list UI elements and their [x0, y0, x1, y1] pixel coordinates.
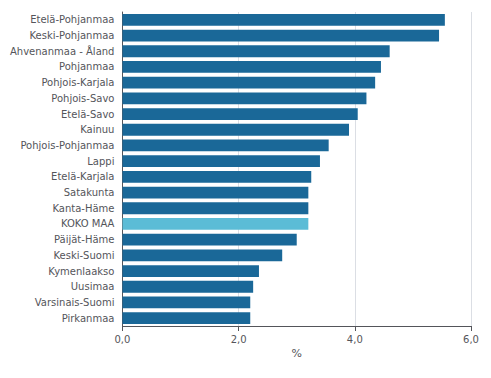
svg-text:Etelä-Pohjanmaa: Etelä-Pohjanmaa [30, 14, 114, 25]
svg-text:Pohjois-Savo: Pohjois-Savo [51, 93, 114, 104]
svg-text:Ahvenanmaa - Åland: Ahvenanmaa - Åland [10, 45, 114, 57]
svg-text:Päijät-Häme: Päijät-Häme [54, 234, 114, 245]
svg-text:Pirkanmaa: Pirkanmaa [62, 313, 115, 324]
svg-text:Etelä-Savo: Etelä-Savo [61, 109, 114, 120]
svg-text:Varsinais-Suomi: Varsinais-Suomi [35, 297, 115, 308]
svg-text:6,0: 6,0 [463, 334, 479, 345]
svg-text:KOKO MAA: KOKO MAA [61, 218, 115, 229]
svg-text:Pohjanmaa: Pohjanmaa [59, 61, 114, 72]
svg-text:Pohjois-Pohjanmaa: Pohjois-Pohjanmaa [20, 140, 114, 151]
svg-text:2,0: 2,0 [231, 334, 247, 345]
svg-text:4,0: 4,0 [347, 334, 363, 345]
svg-text:Pohjois-Karjala: Pohjois-Karjala [41, 77, 114, 88]
svg-text:0,0: 0,0 [114, 334, 130, 345]
svg-text:Satakunta: Satakunta [64, 187, 115, 198]
svg-text:Kymenlaakso: Kymenlaakso [48, 266, 114, 277]
svg-text:Kanta-Häme: Kanta-Häme [52, 203, 114, 214]
svg-text:%: % [291, 347, 301, 360]
svg-text:Keski-Suomi: Keski-Suomi [54, 250, 115, 261]
svg-text:Kainuu: Kainuu [80, 124, 114, 135]
svg-text:Keski-Pohjanmaa: Keski-Pohjanmaa [29, 30, 114, 41]
svg-text:Uusimaa: Uusimaa [71, 281, 115, 292]
svg-text:Etelä-Karjala: Etelä-Karjala [51, 171, 114, 182]
svg-text:Lappi: Lappi [87, 156, 114, 167]
